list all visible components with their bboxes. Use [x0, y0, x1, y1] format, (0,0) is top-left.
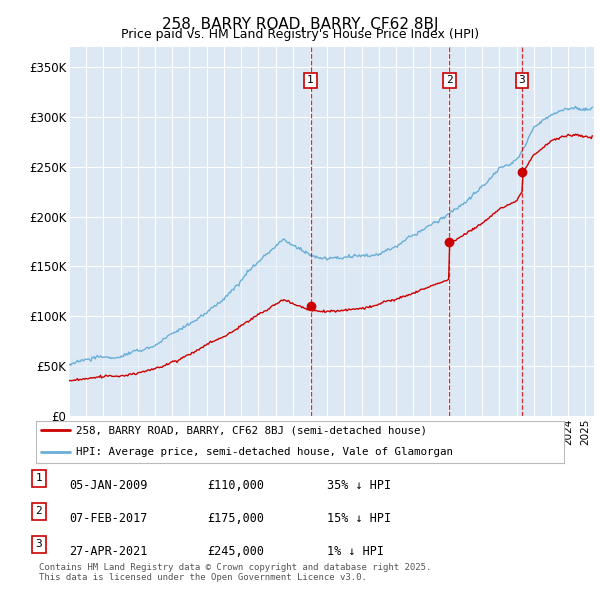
Text: 05-JAN-2009: 05-JAN-2009: [69, 479, 148, 492]
Text: 15% ↓ HPI: 15% ↓ HPI: [327, 512, 391, 525]
Text: 258, BARRY ROAD, BARRY, CF62 8BJ: 258, BARRY ROAD, BARRY, CF62 8BJ: [162, 17, 438, 31]
Text: 07-FEB-2017: 07-FEB-2017: [69, 512, 148, 525]
Text: Price paid vs. HM Land Registry's House Price Index (HPI): Price paid vs. HM Land Registry's House …: [121, 28, 479, 41]
Text: £110,000: £110,000: [207, 479, 264, 492]
Text: HPI: Average price, semi-detached house, Vale of Glamorgan: HPI: Average price, semi-detached house,…: [76, 447, 452, 457]
Text: 3: 3: [518, 76, 526, 86]
Text: 1% ↓ HPI: 1% ↓ HPI: [327, 545, 384, 558]
Text: Contains HM Land Registry data © Crown copyright and database right 2025.
This d: Contains HM Land Registry data © Crown c…: [39, 563, 431, 582]
Text: 2: 2: [446, 76, 453, 86]
Text: 27-APR-2021: 27-APR-2021: [69, 545, 148, 558]
Text: 1: 1: [307, 76, 314, 86]
Text: 35% ↓ HPI: 35% ↓ HPI: [327, 479, 391, 492]
Text: 3: 3: [35, 539, 43, 549]
Text: 1: 1: [35, 473, 43, 483]
Text: 258, BARRY ROAD, BARRY, CF62 8BJ (semi-detached house): 258, BARRY ROAD, BARRY, CF62 8BJ (semi-d…: [76, 425, 427, 435]
Text: £175,000: £175,000: [207, 512, 264, 525]
Text: £245,000: £245,000: [207, 545, 264, 558]
Text: 2: 2: [35, 506, 43, 516]
